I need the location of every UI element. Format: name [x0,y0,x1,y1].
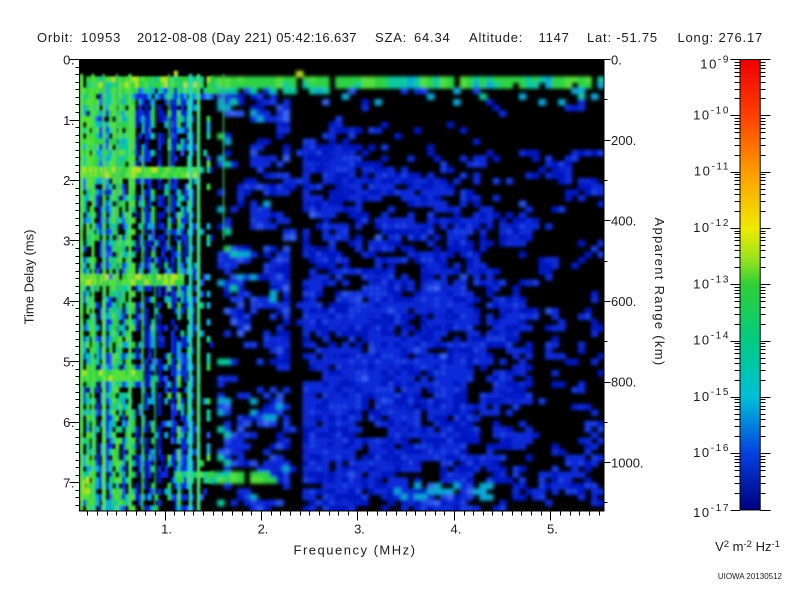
svg-text:10-9: 10-9 [700,55,730,72]
svg-text:10-14: 10-14 [693,331,730,348]
svg-text:3.: 3. [354,522,365,537]
svg-text:5.: 5. [547,522,558,537]
svg-text:Orbit:: Orbit: [37,30,74,45]
svg-text:SZA:: SZA: [375,30,407,45]
svg-text:6.: 6. [63,415,75,430]
svg-text:64.34: 64.34 [414,30,451,45]
svg-text:7.: 7. [63,476,75,491]
svg-text:10-16: 10-16 [693,443,730,460]
svg-text:0.: 0. [611,52,622,67]
svg-text:Time Delay (ms): Time Delay (ms) [22,230,37,325]
svg-text:5.: 5. [63,355,75,370]
svg-text:400.: 400. [611,214,636,229]
svg-text:2.: 2. [63,173,75,188]
svg-text:Altitude:: Altitude: [469,30,523,45]
svg-text:Lat: -51.75: Lat: -51.75 [587,30,658,45]
svg-text:1000.: 1000. [611,455,644,470]
svg-text:UIOWA 20130512: UIOWA 20130512 [718,572,783,581]
svg-text:V2 m-2 Hz-1: V2 m-2 Hz-1 [715,539,780,554]
svg-text:10-13: 10-13 [693,274,730,291]
svg-text:10-12: 10-12 [693,218,730,235]
svg-text:0.: 0. [63,52,75,67]
svg-text:800.: 800. [611,375,636,390]
svg-text:2.: 2. [258,522,269,537]
svg-text:10-17: 10-17 [693,503,730,520]
svg-text:2012-08-08 (Day 221) 05:42:16.: 2012-08-08 (Day 221) 05:42:16.637 [137,30,357,45]
svg-text:200.: 200. [611,133,636,148]
svg-text:Frequency (MHz): Frequency (MHz) [294,543,417,558]
svg-text:4.: 4. [450,522,461,537]
svg-text:Apparent Range (km): Apparent Range (km) [652,218,667,367]
svg-text:10-10: 10-10 [693,105,730,122]
svg-text:3.: 3. [63,234,75,249]
svg-text:10-11: 10-11 [694,162,730,179]
svg-text:10-15: 10-15 [693,387,730,404]
svg-text:Long: 276.17: Long: 276.17 [678,30,764,45]
svg-text:4.: 4. [63,294,75,309]
svg-text:1.: 1. [161,522,172,537]
svg-text:1.: 1. [63,113,75,128]
svg-text:1147: 1147 [539,30,570,45]
svg-text:10953: 10953 [81,30,121,45]
svg-text:600.: 600. [611,294,636,309]
